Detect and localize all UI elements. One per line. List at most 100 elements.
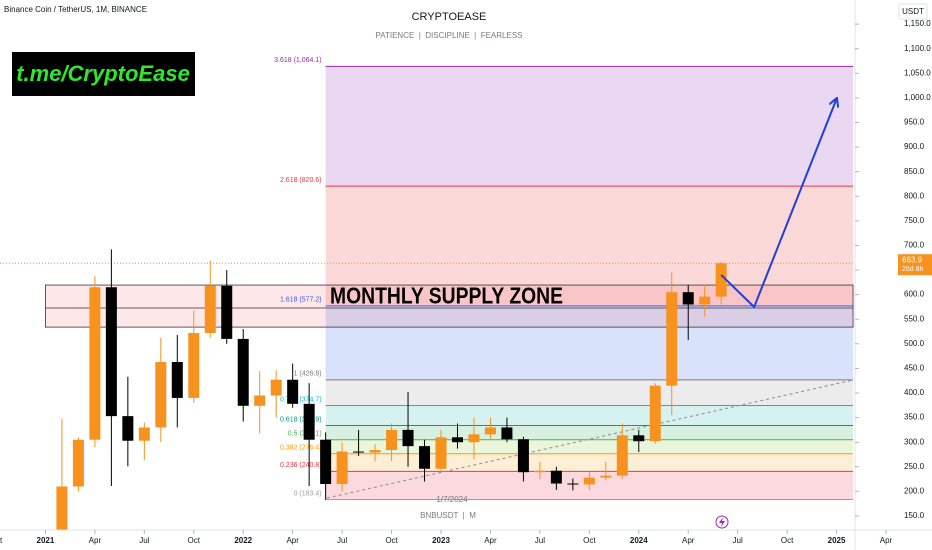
event-icon (715, 515, 729, 529)
candle-body (583, 477, 595, 485)
y-tick-label: 600.0 (904, 290, 925, 299)
last-price-box (898, 254, 932, 276)
fib-label: 0.618 (333.9) (280, 416, 322, 423)
y-tick-label: 1,000.0 (904, 93, 931, 102)
candle-body (353, 451, 365, 453)
date-label: 1/7/2024 (436, 495, 468, 504)
x-tick-label: Apr (682, 536, 695, 545)
candle-body (534, 470, 546, 473)
candle-body (616, 435, 628, 476)
candle-body (369, 450, 381, 453)
chart-title: CRYPTOEASE (412, 11, 487, 23)
candle-body (221, 285, 233, 339)
fib-zone (325, 379, 854, 406)
candle-body (303, 403, 315, 440)
y-tick-label: 350.0 (904, 413, 925, 422)
y-tick-label: 1,150.0 (904, 19, 931, 28)
countdown: 26d 8h (902, 266, 924, 273)
y-tick-label: 150.0 (904, 511, 925, 520)
candle-body (451, 437, 463, 443)
candle-body (89, 287, 101, 440)
candle-body (419, 446, 431, 469)
candle-body (320, 439, 332, 485)
fib-label: 0.236 (240.8) (280, 462, 322, 469)
candle-body (682, 292, 694, 305)
watermark: BNBUSDT | M (420, 511, 476, 520)
candle-body (105, 287, 117, 417)
candle-body (633, 435, 645, 442)
y-tick-label: 300.0 (904, 437, 925, 446)
candle-body (270, 379, 282, 396)
y-tick-label: 400.0 (904, 388, 925, 397)
x-tick-label: Apr (286, 536, 299, 545)
y-tick-label: 200.0 (904, 486, 925, 495)
x-tick-label: 2023 (432, 536, 450, 545)
candle-body (435, 437, 447, 469)
fib-label: 0.786 (374.7) (280, 396, 322, 403)
fib-label: 0 (183.4) (294, 490, 322, 497)
y-tick-label: 1,050.0 (904, 68, 931, 77)
fib-zone (325, 66, 854, 187)
y-tick-label: 950.0 (904, 118, 925, 127)
candle-body (237, 338, 249, 406)
candle-body (501, 427, 513, 440)
candle-body (188, 333, 200, 398)
fib-zones: 0 (183.4)0.236 (240.8)0.382 (276.4)0.5 (… (274, 57, 854, 501)
chart-subtitle: PATIENCE | DISCIPLINE | FEARLESS (375, 31, 522, 40)
fib-label: 1.618 (577.2) (280, 297, 322, 304)
candle-body (699, 296, 711, 305)
x-tick-label: Oct (781, 536, 794, 545)
fib-label: 0.382 (276.4) (280, 445, 322, 452)
x-tick-label: Oct (385, 536, 398, 545)
x-tick-label: Jul (733, 536, 743, 545)
x-tick-label: Jul (535, 536, 545, 545)
candle-body (72, 439, 84, 487)
currency: USDT (902, 7, 924, 16)
fib-label: 3.618 (1,064.1) (274, 57, 321, 64)
fib-zone (325, 453, 854, 472)
candle-body (402, 429, 414, 447)
x-tick-label: Jul (139, 536, 149, 545)
x-tick-label: Apr (484, 536, 497, 545)
x-tick-label: 2021 (37, 536, 55, 545)
fib-label: 1 (426.8) (294, 371, 322, 378)
y-tick-label: 700.0 (904, 241, 925, 250)
candle-body (715, 263, 727, 297)
candle-body (56, 486, 68, 530)
candle-body (287, 379, 299, 404)
currency-box (898, 3, 928, 20)
x-tick-label: Oct (583, 536, 596, 545)
x-tick-label: 2022 (234, 536, 252, 545)
x-tick-label: 2024 (630, 536, 648, 545)
candle-body (666, 292, 678, 386)
fib-zone (325, 305, 854, 380)
projection (720, 99, 836, 309)
y-tick-label: 550.0 (904, 314, 925, 323)
y-tick-label: 500.0 (904, 339, 925, 348)
x-tick-label: Oct (188, 536, 201, 545)
x-tick-label: Apr (880, 536, 893, 545)
candle-body (155, 362, 167, 428)
fib-zone (325, 186, 854, 306)
fib-label: 2.618 (820.6) (280, 177, 322, 184)
supply-zone-label: MONTHLY SUPPLY ZONE (330, 283, 563, 309)
plot: MONTHLY SUPPLY ZONE (0, 99, 855, 530)
symbol-line: Binance Coin / TetherUS, 1M, BINANCE (4, 5, 147, 14)
y-tick-label: 900.0 (904, 142, 925, 151)
x-tick-label: 2025 (828, 536, 846, 545)
candle-body (171, 362, 183, 398)
candle-body (204, 285, 216, 334)
candle-body (649, 385, 661, 442)
candle-body (567, 483, 579, 485)
promo: t.me/CryptoEase (16, 61, 190, 86)
candle-body (517, 439, 529, 473)
y-tick-label: 800.0 (904, 191, 925, 200)
x-tick-label: Oct (0, 536, 3, 545)
candle-body (600, 475, 612, 478)
event-icon (719, 517, 725, 527)
y-tick-label: 1,100.0 (904, 44, 931, 53)
candle-body (122, 416, 134, 441)
y-tick-label: 850.0 (904, 167, 925, 176)
y-tick-label: 750.0 (904, 216, 925, 225)
candle-body (484, 427, 496, 435)
